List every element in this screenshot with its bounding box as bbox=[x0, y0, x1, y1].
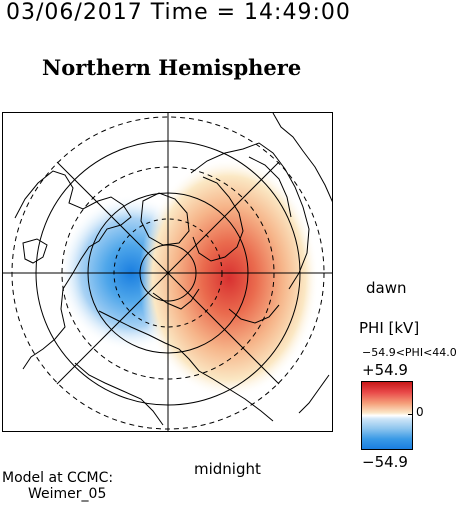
model-credit: Model at CCMC: bbox=[2, 470, 114, 486]
page-title: Northern Hemisphere bbox=[42, 55, 302, 80]
colorbar-zero-tick bbox=[408, 414, 413, 415]
colorbar-min-label: −54.9 bbox=[362, 453, 408, 471]
timestamp: 03/06/2017 Time = 14:49:00 bbox=[6, 0, 351, 25]
colorbar-range: −54.9<PHI<44.0 bbox=[362, 346, 457, 359]
midnight-label: midnight bbox=[194, 460, 261, 478]
polar-map-svg bbox=[3, 113, 332, 431]
colorbar-title: PHI [kV] bbox=[359, 319, 420, 337]
model-name: Weimer_05 bbox=[28, 486, 107, 502]
colorbar bbox=[361, 381, 413, 450]
colorbar-max-label: +54.9 bbox=[362, 361, 408, 379]
polar-map bbox=[2, 112, 333, 432]
meridian-diagonal-2 bbox=[56, 161, 280, 385]
dawn-label: dawn bbox=[366, 279, 407, 297]
colorbar-zero-label: 0 bbox=[416, 405, 424, 419]
positive-potential-cell bbox=[139, 158, 319, 398]
coastlines bbox=[14, 113, 332, 426]
